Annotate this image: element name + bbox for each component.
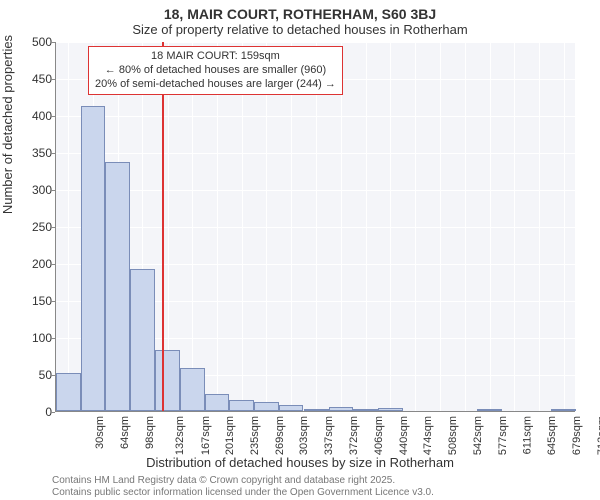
xtick-label: 132sqm bbox=[174, 416, 186, 455]
footer-line1: Contains HM Land Registry data © Crown c… bbox=[52, 475, 434, 487]
ytick-label: 450 bbox=[12, 72, 52, 86]
gridline-v bbox=[490, 42, 491, 411]
ytick-mark bbox=[51, 375, 55, 376]
ytick-mark bbox=[51, 301, 55, 302]
histogram-bar bbox=[105, 162, 130, 411]
gridline-v bbox=[415, 42, 416, 411]
histogram-bar bbox=[229, 400, 254, 411]
xtick-label: 440sqm bbox=[398, 416, 410, 455]
footer-line2: Contains public sector information licen… bbox=[52, 487, 434, 499]
xtick-label: 167sqm bbox=[200, 416, 212, 455]
reference-line bbox=[162, 42, 164, 411]
gridline-v bbox=[465, 42, 466, 411]
ytick-label: 500 bbox=[12, 35, 52, 49]
footer-attribution: Contains HM Land Registry data © Crown c… bbox=[52, 475, 434, 498]
histogram-bar bbox=[254, 402, 279, 411]
gridline-v bbox=[68, 42, 69, 411]
ytick-label: 50 bbox=[12, 368, 52, 382]
ytick-label: 100 bbox=[12, 331, 52, 345]
ytick-mark bbox=[51, 227, 55, 228]
histogram-bar bbox=[378, 408, 403, 411]
gridline-h bbox=[56, 412, 575, 413]
gridline-v bbox=[316, 42, 317, 411]
gridline-v bbox=[341, 42, 342, 411]
annotation-line1: 18 MAIR COURT: 159sqm bbox=[95, 50, 336, 64]
ytick-label: 400 bbox=[12, 109, 52, 123]
gridline-v bbox=[564, 42, 565, 411]
histogram-bar bbox=[477, 409, 502, 411]
ytick-mark bbox=[51, 338, 55, 339]
gridline-v bbox=[266, 42, 267, 411]
ytick-label: 200 bbox=[12, 257, 52, 271]
xtick-label: 611sqm bbox=[521, 416, 533, 454]
ytick-mark bbox=[51, 153, 55, 154]
gridline-v bbox=[390, 42, 391, 411]
histogram-bar bbox=[205, 394, 230, 411]
reference-annotation: 18 MAIR COURT: 159sqm ← 80% of detached … bbox=[88, 46, 343, 95]
histogram-bar bbox=[130, 269, 155, 411]
xtick-label: 64sqm bbox=[119, 416, 131, 449]
ytick-label: 350 bbox=[12, 146, 52, 160]
ytick-mark bbox=[51, 116, 55, 117]
histogram-bar bbox=[180, 368, 205, 411]
chart-container: 18, MAIR COURT, ROTHERHAM, S60 3BJ Size … bbox=[0, 0, 600, 500]
annotation-line2: ← 80% of detached houses are smaller (96… bbox=[95, 64, 336, 78]
gridline-v bbox=[291, 42, 292, 411]
annotation-line3: 20% of semi-detached houses are larger (… bbox=[95, 78, 336, 92]
ytick-label: 150 bbox=[12, 294, 52, 308]
histogram-bar bbox=[551, 409, 576, 411]
xtick-label: 713sqm bbox=[596, 416, 600, 455]
ytick-label: 300 bbox=[12, 183, 52, 197]
xtick-label: 508sqm bbox=[447, 416, 459, 455]
xtick-label: 645sqm bbox=[546, 416, 558, 455]
xtick-label: 577sqm bbox=[497, 416, 509, 455]
histogram-bar bbox=[329, 407, 354, 411]
ytick-mark bbox=[51, 42, 55, 43]
xtick-label: 269sqm bbox=[274, 416, 286, 455]
histogram-bar bbox=[155, 350, 180, 411]
xtick-label: 235sqm bbox=[249, 416, 261, 455]
plot-area: 18 MAIR COURT: 159sqm ← 80% of detached … bbox=[55, 42, 575, 412]
page-title: 18, MAIR COURT, ROTHERHAM, S60 3BJ bbox=[0, 0, 600, 22]
ytick-label: 250 bbox=[12, 220, 52, 234]
gridline-v bbox=[192, 42, 193, 411]
ytick-mark bbox=[51, 190, 55, 191]
ytick-mark bbox=[51, 79, 55, 80]
page-subtitle: Size of property relative to detached ho… bbox=[0, 22, 600, 41]
gridline-v bbox=[440, 42, 441, 411]
xtick-label: 406sqm bbox=[373, 416, 385, 455]
xtick-label: 474sqm bbox=[422, 416, 434, 455]
xtick-label: 98sqm bbox=[144, 416, 156, 449]
gridline-v bbox=[217, 42, 218, 411]
histogram-bar bbox=[279, 405, 304, 411]
gridline-v bbox=[514, 42, 515, 411]
histogram-bar bbox=[81, 106, 106, 411]
xtick-label: 542sqm bbox=[472, 416, 484, 455]
xtick-label: 30sqm bbox=[94, 416, 106, 449]
histogram-bar bbox=[304, 409, 329, 411]
ytick-label: 0 bbox=[12, 405, 52, 419]
gridline-v bbox=[539, 42, 540, 411]
histogram-bar bbox=[353, 409, 378, 411]
xtick-label: 372sqm bbox=[349, 416, 361, 455]
xtick-label: 679sqm bbox=[571, 416, 583, 455]
histogram-bar bbox=[56, 373, 81, 411]
ytick-mark bbox=[51, 412, 55, 413]
x-axis-label: Distribution of detached houses by size … bbox=[0, 455, 600, 470]
xtick-label: 337sqm bbox=[323, 416, 335, 455]
xtick-label: 303sqm bbox=[298, 416, 310, 455]
xtick-label: 201sqm bbox=[224, 416, 236, 455]
ytick-mark bbox=[51, 264, 55, 265]
gridline-v bbox=[242, 42, 243, 411]
gridline-v bbox=[366, 42, 367, 411]
